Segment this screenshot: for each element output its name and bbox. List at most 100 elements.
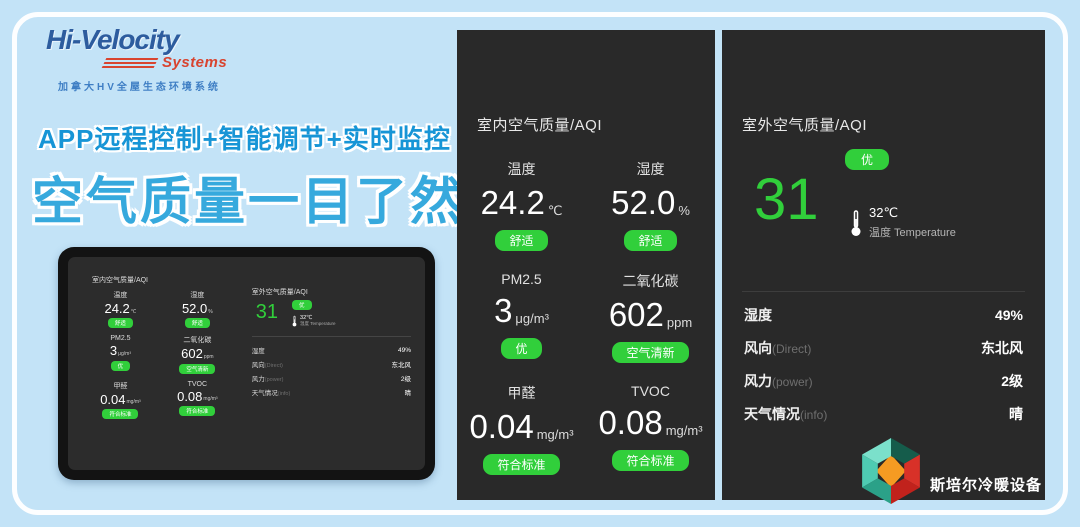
metric-number: 3	[109, 343, 118, 359]
row-label-text: 风力	[251, 376, 265, 383]
outdoor-temp-label: 温度 Temperature	[300, 321, 336, 326]
divider	[742, 291, 1025, 292]
metric-unit: mg/m³	[203, 396, 218, 403]
row-label: 湿度	[252, 345, 265, 355]
status-badge: 空气清新	[612, 342, 689, 363]
weather-row-humidity: 湿度 49%	[744, 298, 1023, 331]
metric-unit: ℃	[547, 203, 563, 218]
aqi-status-badge: 优	[292, 300, 312, 310]
thermometer-icon	[292, 315, 297, 327]
row-label-sub: (power)	[772, 374, 813, 389]
row-label-text: 风向	[744, 339, 772, 356]
marketing-headline-2: 空气质量一目了然	[32, 173, 465, 230]
row-label: 天气情况(info)	[252, 387, 291, 397]
status-badge: 舒适	[107, 318, 133, 329]
row-label-sub: (Direct)	[772, 341, 812, 356]
metric-number: 0.04	[469, 408, 534, 445]
row-label-text: 风向	[251, 362, 265, 369]
tablet-mockup: 室内空气质量/AQI 温度 24.2 ℃ 舒适 湿度 52.0% 舒适 PM2.5	[58, 247, 435, 480]
metric-number: 602	[608, 296, 664, 333]
row-label-text: 湿度	[744, 306, 772, 323]
metric-label: TVOC	[187, 380, 208, 388]
metric-formaldehyde: 甲醛 0.04 mg/m³ 符合标准	[469, 383, 574, 475]
divider	[251, 336, 411, 337]
tablet-indoor-grid: 温度 24.2 ℃ 舒适 湿度 52.0% 舒适 PM2.5 3 μg/m³ 优	[82, 290, 236, 419]
weather-row-wind-power: 风力(power) 2级	[744, 364, 1023, 397]
metric-number: 0.08	[177, 388, 203, 404]
metric-number: 0.08	[598, 404, 663, 441]
status-badge: 舒适	[624, 230, 677, 251]
brand-systems: Systems	[162, 54, 228, 71]
tablet-metric-tvoc: TVOC 0.08 mg/m³ 符合标准	[177, 380, 218, 419]
metric-number: 52.0	[181, 301, 208, 316]
metric-unit: %	[208, 308, 213, 315]
aqi-value: 31	[754, 167, 819, 232]
left-column: Hi-Velocity Systems 加拿大HV全屋生态环境系统 APP远程控…	[32, 24, 461, 234]
metric-value: 24.2 ℃	[481, 186, 563, 219]
weather-row-wind-direction: 风向(Direct) 东北风	[744, 331, 1023, 364]
weather-rows: 湿度 49% 风向(Direct) 东北风 风力(power) 2级 天气情况(…	[722, 292, 1045, 430]
row-label-sub: (Direct)	[264, 363, 283, 369]
metric-unit: μg/m³	[118, 351, 131, 358]
metric-tvoc: TVOC 0.08 mg/m³ 符合标准	[598, 383, 703, 471]
metric-value: 3 μg/m³	[494, 294, 549, 327]
weather-row-weather-info: 天气情况(info) 晴	[252, 385, 411, 399]
metric-value: 0.08 mg/m³	[177, 388, 218, 404]
brand-subtitle: 加拿大HV全屋生态环境系统	[58, 82, 221, 93]
tablet-thermo: 32℃ 温度 Temperature	[292, 315, 336, 327]
tablet-screen: 室内空气质量/AQI 温度 24.2 ℃ 舒适 湿度 52.0% 舒适 PM2.5	[68, 257, 425, 470]
row-label: 风向(Direct)	[744, 338, 811, 358]
metric-value: 0.08 mg/m³	[598, 406, 702, 439]
tablet-metric-temperature: 温度 24.2 ℃ 舒适	[104, 290, 136, 329]
row-label: 天气情况(info)	[744, 404, 827, 424]
metric-value: 0.04 mg/m³	[100, 391, 140, 407]
metric-number: 3	[494, 292, 513, 329]
outdoor-temp-value: 32℃	[869, 205, 899, 220]
metric-unit: ppm	[203, 354, 214, 361]
metric-value: 52.0%	[181, 301, 213, 316]
row-value: 晴	[404, 390, 412, 397]
tablet-aqi-right: 优 32℃ 温度 Temperature	[292, 300, 336, 327]
metric-number: 24.2	[480, 184, 545, 221]
metric-number: 0.04	[100, 391, 126, 407]
metric-label: 温度	[113, 292, 128, 299]
metric-value: 24.2 ℃	[104, 301, 136, 316]
weather-row-humidity: 湿度 49%	[252, 343, 411, 357]
tablet-metric-formaldehyde: 甲醛 0.04 mg/m³ 符合标准	[100, 381, 141, 419]
status-badge: 符合标准	[612, 450, 689, 471]
outdoor-thermo-row: 32℃ 温度 Temperature	[850, 205, 956, 240]
metric-label: PM2.5	[110, 335, 131, 343]
row-label-text: 天气情况	[251, 390, 278, 397]
aqi-status-badge: 优	[845, 149, 890, 170]
weather-row-wind-direction: 风向(Direct) 东北风	[252, 357, 411, 371]
row-label: 湿度	[744, 305, 772, 325]
status-badge: 符合标准	[102, 408, 139, 419]
row-label-text: 风力	[744, 372, 772, 389]
indoor-panel-title: 室内空气质量/AQI	[477, 117, 603, 134]
row-label: 风力(power)	[252, 373, 284, 383]
metric-number: 52.0	[611, 184, 676, 221]
outdoor-thermo-text: 32℃ 温度 Temperature	[869, 205, 956, 240]
indoor-panel: 室内空气质量/AQI 温度 24.2 ℃ 舒适 湿度 52.0% 舒适 PM2.5…	[457, 30, 715, 500]
metric-number: 24.2	[104, 301, 130, 316]
metric-unit: μg/m³	[515, 311, 549, 326]
row-label-sub: (info)	[277, 391, 291, 397]
outdoor-temp-label: 温度 Temperature	[869, 227, 956, 239]
tablet-metric-co2: 二氧化碳 602 ppm 空气清新	[179, 335, 216, 374]
metric-label: 温度	[507, 161, 536, 177]
tablet-indoor-section: 室内空气质量/AQI 温度 24.2 ℃ 舒适 湿度 52.0% 舒适 PM2.5	[68, 257, 236, 470]
status-badge: 舒适	[495, 230, 548, 251]
row-label-sub: (power)	[264, 377, 284, 383]
row-value: 晴	[1009, 405, 1023, 422]
metric-unit: mg/m³	[665, 423, 703, 438]
outdoor-temp-value: 32℃	[300, 315, 313, 321]
status-badge: 符合标准	[483, 454, 560, 475]
brand-logo: Hi-Velocity Systems 加拿大HV全屋生态环境系统	[46, 24, 448, 93]
metric-label: 湿度	[190, 292, 205, 299]
outdoor-panel-title: 室外空气质量/AQI	[742, 117, 868, 134]
metric-label: PM2.5	[501, 271, 542, 287]
row-label: 风力(power)	[744, 371, 813, 391]
tablet-metric-pm25: PM2.5 3 μg/m³ 优	[110, 335, 131, 373]
tablet-outdoor-title: 室外空气质量/AQI	[251, 289, 308, 296]
